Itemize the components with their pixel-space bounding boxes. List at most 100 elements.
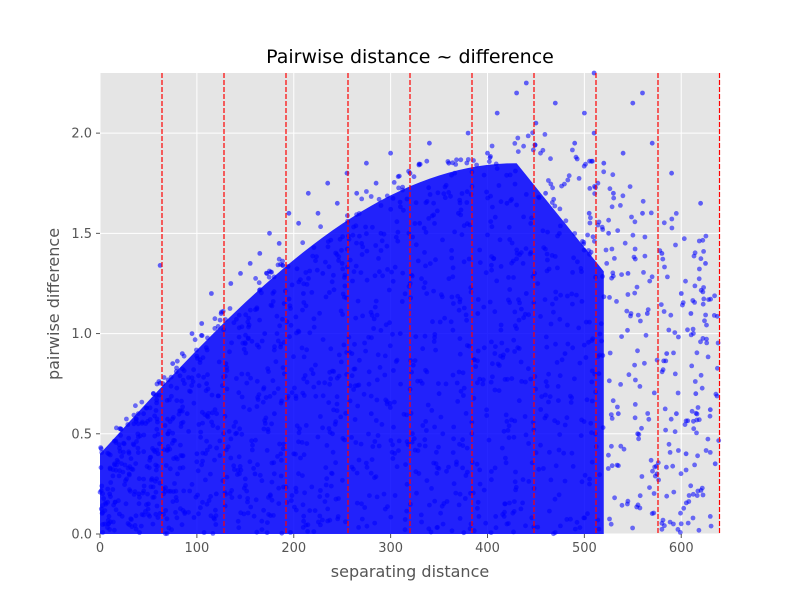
scatter-point [583, 355, 589, 360]
scatter-point [692, 462, 697, 468]
scatter-point [434, 470, 440, 476]
scatter-point [349, 435, 354, 440]
scatter-point [460, 465, 465, 471]
scatter-point [404, 439, 410, 445]
scatter-point [489, 469, 494, 474]
scatter-point [698, 256, 704, 262]
x-tick-label: 600 [669, 541, 694, 556]
scatter-point [208, 513, 214, 519]
scatter-point [263, 395, 269, 400]
scatter-point [688, 311, 694, 316]
scatter-point [678, 510, 683, 516]
scatter-point [536, 195, 542, 201]
scatter-point [558, 523, 563, 529]
scatter-point [461, 305, 467, 311]
scatter-point [548, 156, 553, 162]
scatter-point [267, 230, 272, 236]
scatter-point [266, 274, 272, 280]
scatter-point [271, 289, 277, 295]
scatter-point [562, 351, 568, 356]
scatter-point [376, 256, 381, 261]
scatter-point [99, 483, 105, 489]
scatter-point [246, 335, 251, 341]
scatter-point [247, 459, 253, 465]
scatter-point [618, 203, 623, 208]
scatter-point [659, 251, 665, 256]
scatter-point [427, 192, 433, 197]
scatter-point [364, 277, 370, 283]
scatter-point [324, 476, 330, 481]
scatter-point [595, 180, 601, 186]
scatter-point [363, 460, 369, 466]
scatter-point [528, 221, 534, 226]
scatter-point [190, 379, 196, 384]
scatter-point [436, 381, 441, 386]
scatter-point [228, 436, 234, 442]
scatter-point [422, 437, 428, 443]
scatter-point [692, 379, 698, 384]
scatter-point [606, 217, 611, 223]
scatter-point [301, 513, 307, 519]
scatter-point [531, 427, 537, 433]
scatter-point [196, 422, 202, 427]
scatter-point [642, 253, 648, 259]
scatter-point [698, 200, 703, 206]
scatter-point [676, 448, 681, 453]
scatter-point [455, 399, 461, 404]
scatter-point [634, 284, 640, 290]
scatter-point [448, 193, 453, 199]
scatter-point [416, 162, 422, 168]
scatter-point [180, 404, 186, 410]
scatter-point [280, 262, 285, 268]
scatter-point [284, 500, 290, 505]
scatter-point [226, 429, 232, 434]
scatter-point [101, 496, 106, 501]
scatter-point [382, 506, 388, 512]
scatter-point [384, 399, 390, 404]
scatter-point [557, 206, 563, 212]
scatter-point [344, 170, 350, 176]
scatter-point [358, 441, 364, 447]
scatter-point [397, 199, 403, 205]
scatter-point [612, 256, 617, 261]
scatter-point [412, 358, 418, 363]
scatter-point [543, 190, 548, 196]
scatter-point [271, 460, 277, 466]
scatter-point [462, 496, 468, 501]
scatter-point [703, 261, 708, 266]
x-tick-label: 500 [572, 541, 597, 556]
scatter-point [244, 380, 250, 386]
scatter-point [304, 282, 310, 287]
x-tick-label: 0 [96, 541, 104, 556]
scatter-point [484, 407, 489, 413]
scatter-point [217, 438, 223, 444]
scatter-point [304, 379, 310, 385]
scatter-point [323, 465, 329, 470]
scatter-point [700, 237, 706, 243]
scatter-point [603, 247, 609, 253]
scatter-point [364, 248, 370, 254]
scatter-point [456, 210, 461, 216]
scatter-point [516, 297, 521, 303]
scatter-point [236, 312, 242, 318]
scatter-point [513, 469, 518, 475]
scatter-point [200, 355, 206, 360]
scatter-point [438, 414, 444, 420]
scatter-point [612, 495, 617, 501]
scatter-point [269, 303, 275, 309]
scatter-point [513, 168, 518, 174]
scatter-point [609, 275, 614, 281]
scatter-point [596, 219, 602, 225]
scatter-point [288, 322, 294, 328]
scatter-point [540, 228, 546, 234]
scatter-point [222, 413, 228, 419]
scatter-point [212, 457, 217, 463]
scatter-point [707, 407, 713, 413]
scatter-point [492, 387, 498, 393]
scatter-point [108, 480, 114, 485]
scatter-point [285, 264, 291, 269]
scatter-point [497, 237, 503, 243]
scatter-point [239, 394, 245, 400]
scatter-point [315, 434, 321, 440]
